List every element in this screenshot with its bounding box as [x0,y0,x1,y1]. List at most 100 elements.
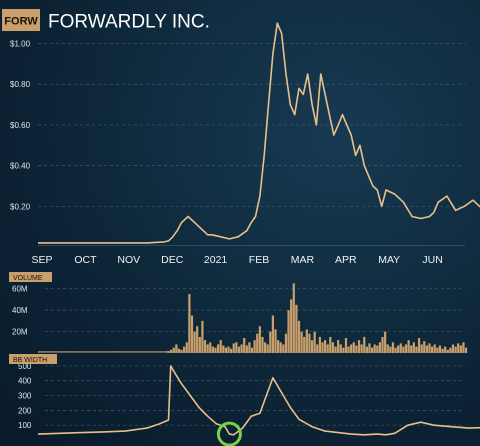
volume-bar [198,336,201,353]
volume-bar [235,342,238,353]
volume-bar [284,333,288,353]
volume-grid [45,288,465,332]
volume-bar [347,346,350,353]
price-grid [38,43,465,246]
y-tick-label: $0.20 [10,202,31,211]
volume-bar [344,338,348,353]
volume-bar [355,345,358,353]
volume-bar [462,342,465,353]
volume-bar [310,340,314,353]
volume-bar [170,349,173,353]
volume-bar [323,340,327,353]
x-tick-apr: APR [335,254,357,266]
volume-bar [451,344,455,353]
x-tick-2021: 2021 [204,254,228,266]
volume-bar [337,340,340,353]
volume-bar [196,326,199,353]
volume-bar [428,343,431,353]
volume-bar [389,346,392,353]
volume-bar [384,331,387,353]
ticker-label: FORW [4,16,38,28]
volume-bar [415,346,418,353]
y-tick-label: 200 [18,406,32,415]
volume-bar [224,347,228,353]
y-tick-label: 60M [12,285,28,294]
volume-bar [203,340,207,353]
bb-width-grid [45,365,465,426]
x-tick-may: MAY [378,254,400,266]
volume-bar [410,345,413,353]
volume-bar [185,342,188,353]
volume-bar [464,347,468,353]
x-tick-jun: JUN [422,254,442,266]
volume-bar [308,333,311,353]
volume-bar [313,331,316,353]
volume-bar [245,345,248,353]
volume-bar [329,336,332,353]
volume-bar [412,342,415,353]
volume-bar [404,344,408,353]
volume-bar [190,315,194,353]
volume-bar [243,338,246,353]
volume-bar [193,331,196,353]
volume-bar [339,344,342,353]
y-tick-label: $0.60 [10,121,31,130]
x-tick-oct: OCT [74,254,97,266]
x-tick-dec: DEC [161,254,184,266]
volume-bar [420,344,423,353]
volume-bar [274,329,277,353]
volume-bar [321,342,324,353]
volume-bar [407,340,410,353]
volume-bar [248,342,251,353]
y-tick-label: 40M [12,306,28,315]
volume-bar [334,346,337,353]
volume-bar [214,347,217,353]
volume-bar [172,347,175,353]
volume-bar [444,346,447,353]
volume-bar [303,336,306,353]
price-x-axis: SEP OCT NOV DEC 2021 FEB MAR APR MAY JUN [31,254,442,266]
volume-bar [457,343,460,353]
volume-bar [271,315,275,353]
x-tick-sep: SEP [31,254,52,266]
volume-bar [277,340,280,353]
volume-bar [175,344,178,353]
volume-bar [287,310,290,353]
volume-bar [402,346,405,353]
volume-bar [417,338,421,353]
volume-bar [219,340,222,353]
volume-bar [295,304,298,353]
y-tick-label: 20M [12,328,28,337]
volume-bar [370,347,374,353]
bb-width-tag [9,354,57,364]
y-tick-label: $0.80 [10,80,31,89]
volume-bar [391,342,395,353]
price-line [38,22,480,244]
bb-width-line [37,365,480,436]
volume-bar [250,347,254,353]
volume-bar [433,344,436,353]
volume-bar [368,343,371,353]
volume-bar [180,349,183,353]
volume-bar [446,349,449,353]
volume-bar [352,342,355,353]
volume-bar [373,344,376,353]
volume-bar [363,336,366,353]
volume-bar [305,329,308,353]
volume-bar [397,345,400,353]
x-tick-feb: FEB [249,254,269,266]
y-tick-label: 500 [18,362,32,371]
volume-bar [167,350,170,353]
volume-bar [237,346,241,353]
volume-bar [253,340,256,353]
volume-bar [386,344,389,353]
volume-bar [436,347,439,353]
volume-bar [206,344,209,353]
volume-bar [297,320,301,353]
volume-bar [232,343,235,353]
volume-bar [342,347,345,353]
y-tick-label: 100 [18,421,32,430]
volume-bar [425,345,428,353]
volume-bar [459,345,462,353]
